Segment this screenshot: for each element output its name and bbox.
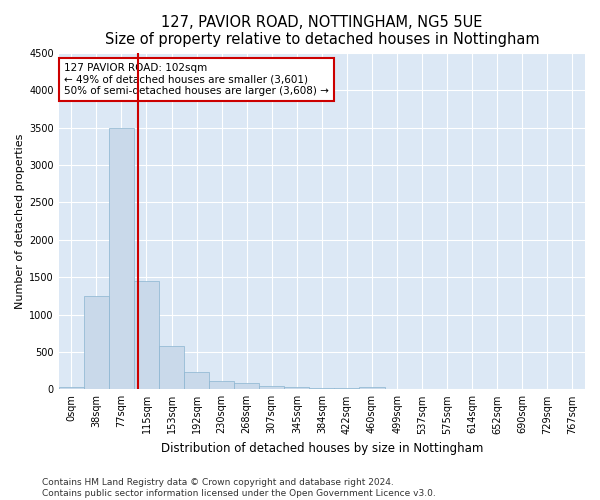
X-axis label: Distribution of detached houses by size in Nottingham: Distribution of detached houses by size …	[161, 442, 483, 455]
Bar	[84, 296, 109, 390]
Y-axis label: Number of detached properties: Number of detached properties	[15, 134, 25, 308]
Bar	[209, 381, 234, 390]
Title: 127, PAVIOR ROAD, NOTTINGHAM, NG5 5UE
Size of property relative to detached hous: 127, PAVIOR ROAD, NOTTINGHAM, NG5 5UE Si…	[104, 15, 539, 48]
Text: 127 PAVIOR ROAD: 102sqm
← 49% of detached houses are smaller (3,601)
50% of semi: 127 PAVIOR ROAD: 102sqm ← 49% of detache…	[64, 63, 329, 96]
Bar	[59, 388, 84, 390]
Bar	[284, 387, 310, 390]
Bar	[134, 281, 159, 390]
Bar	[334, 388, 359, 390]
Bar	[259, 386, 284, 390]
Bar	[184, 372, 209, 390]
Bar	[234, 384, 259, 390]
Bar	[109, 128, 134, 390]
Bar	[159, 346, 184, 390]
Bar	[310, 388, 334, 390]
Text: Contains HM Land Registry data © Crown copyright and database right 2024.
Contai: Contains HM Land Registry data © Crown c…	[42, 478, 436, 498]
Bar	[359, 387, 385, 390]
